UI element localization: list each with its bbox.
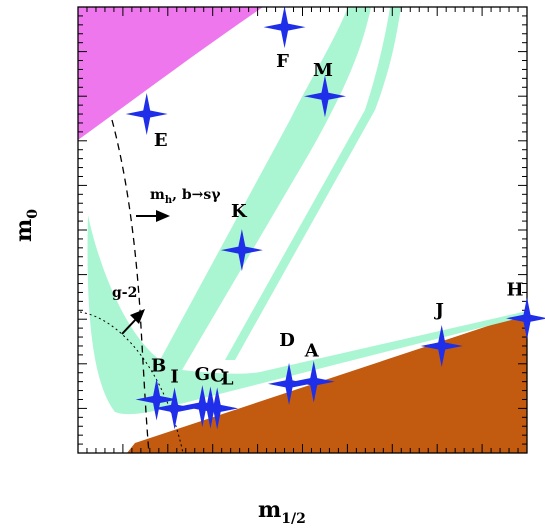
point-label-e: E <box>154 130 168 151</box>
point-label-l: L <box>221 368 234 389</box>
point-label-k: K <box>231 201 248 222</box>
point-label-j: J <box>433 300 444 321</box>
point-star-l <box>196 387 239 430</box>
arrow-g-2-line <box>121 317 138 335</box>
point-label-f: F <box>276 51 289 72</box>
point-label-h: H <box>506 279 523 300</box>
point-label-g: G <box>195 364 210 385</box>
point-star-k <box>220 229 263 272</box>
point-star-a <box>292 360 335 403</box>
annotation-g-2: g-2 <box>112 285 137 301</box>
point-label-c: C <box>210 366 224 387</box>
g-2-bound <box>79 311 184 453</box>
shaded-regions <box>78 7 527 453</box>
constraint-curves <box>79 119 184 453</box>
svg-text:mh, b→sγ: mh, b→sγ <box>150 187 221 206</box>
point-label-m: M <box>313 60 333 81</box>
y-axis-title: m0 <box>11 209 41 242</box>
point-star-j <box>420 324 463 367</box>
point-labels: A B C D E F G H I J K L M <box>151 51 524 389</box>
point-star-f <box>263 6 306 49</box>
benchmark-points <box>125 6 545 430</box>
point-star-h <box>506 297 545 340</box>
x-axis-title: m1/2 <box>258 497 306 527</box>
point-star-g <box>181 385 224 428</box>
point-star-d <box>268 362 311 405</box>
axis-ticks <box>77 6 528 454</box>
point-label-i: I <box>170 366 178 387</box>
arrow-mh-bsg-head <box>156 210 170 222</box>
point-label-b: B <box>151 355 166 376</box>
wmap-band-upper <box>225 7 401 360</box>
charged-lsp-region <box>78 7 263 140</box>
point-star-b <box>135 378 178 421</box>
arrow-g-2-head <box>130 309 145 324</box>
point-star-e <box>125 93 168 136</box>
mh-bsg-bound <box>111 119 150 453</box>
svg-text:g-2: g-2 <box>112 285 137 301</box>
point-label-d: D <box>279 330 295 351</box>
annotation-mh-bsg: mh, b→sγ <box>150 187 221 206</box>
point-star-i <box>153 387 196 430</box>
point-label-a: A <box>304 341 320 362</box>
excluded-region <box>78 313 527 453</box>
annotation-arrows <box>121 210 170 335</box>
point-star-m <box>303 75 346 118</box>
wmap-band <box>87 7 527 415</box>
